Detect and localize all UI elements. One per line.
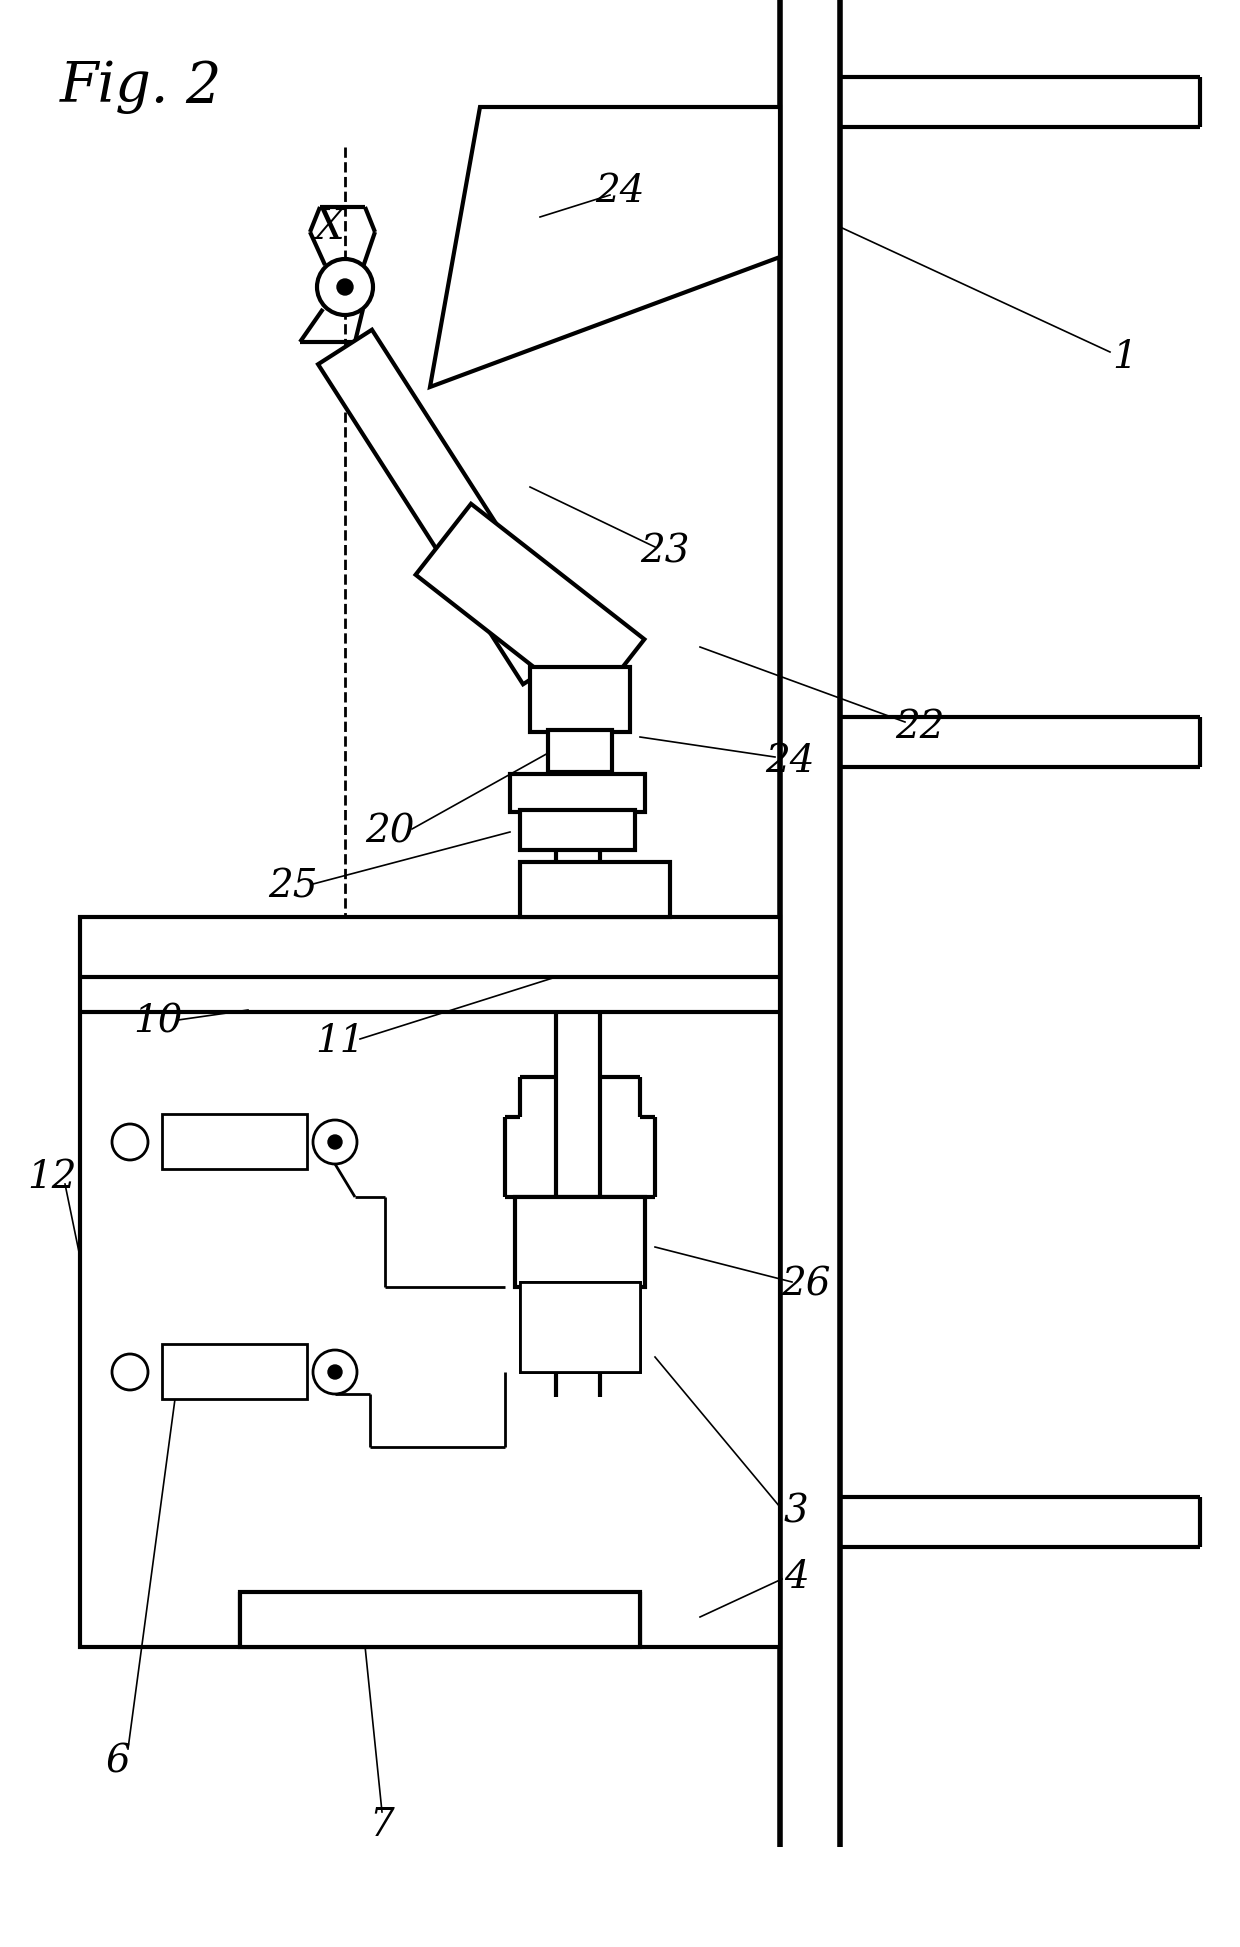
Bar	[515, 1197, 645, 1287]
Text: 10: 10	[133, 1003, 182, 1040]
Text: 3: 3	[784, 1493, 808, 1530]
Circle shape	[112, 1123, 148, 1160]
Text: 25: 25	[268, 868, 317, 905]
Text: 20: 20	[366, 814, 414, 851]
Bar	[81, 917, 780, 1647]
Bar	[510, 775, 645, 812]
Polygon shape	[415, 504, 645, 711]
Polygon shape	[317, 329, 577, 683]
Text: 11: 11	[315, 1024, 365, 1061]
Text: 4: 4	[784, 1558, 808, 1595]
Circle shape	[312, 1120, 357, 1164]
Polygon shape	[430, 107, 780, 387]
Text: 7: 7	[370, 1807, 394, 1844]
Text: 24: 24	[595, 173, 645, 210]
Bar	[520, 810, 635, 851]
Circle shape	[329, 1365, 342, 1378]
Bar	[162, 1343, 308, 1400]
Text: 6: 6	[105, 1743, 130, 1780]
Text: X: X	[315, 206, 345, 247]
Text: 1: 1	[1112, 339, 1137, 376]
Circle shape	[317, 259, 373, 315]
Text: 22: 22	[895, 709, 945, 746]
Bar	[520, 1281, 640, 1373]
Bar	[162, 1114, 308, 1168]
Bar	[520, 1281, 640, 1373]
Circle shape	[112, 1353, 148, 1390]
Circle shape	[337, 278, 353, 296]
Circle shape	[329, 1135, 342, 1149]
Bar	[529, 668, 630, 732]
Text: Fig. 2: Fig. 2	[60, 60, 222, 115]
Bar	[241, 1593, 640, 1647]
Circle shape	[312, 1349, 357, 1394]
Text: 26: 26	[781, 1266, 831, 1303]
Bar	[548, 730, 613, 773]
Text: 24: 24	[765, 744, 815, 781]
Text: 23: 23	[640, 533, 689, 570]
Bar	[520, 863, 670, 917]
Text: 12: 12	[27, 1158, 77, 1195]
